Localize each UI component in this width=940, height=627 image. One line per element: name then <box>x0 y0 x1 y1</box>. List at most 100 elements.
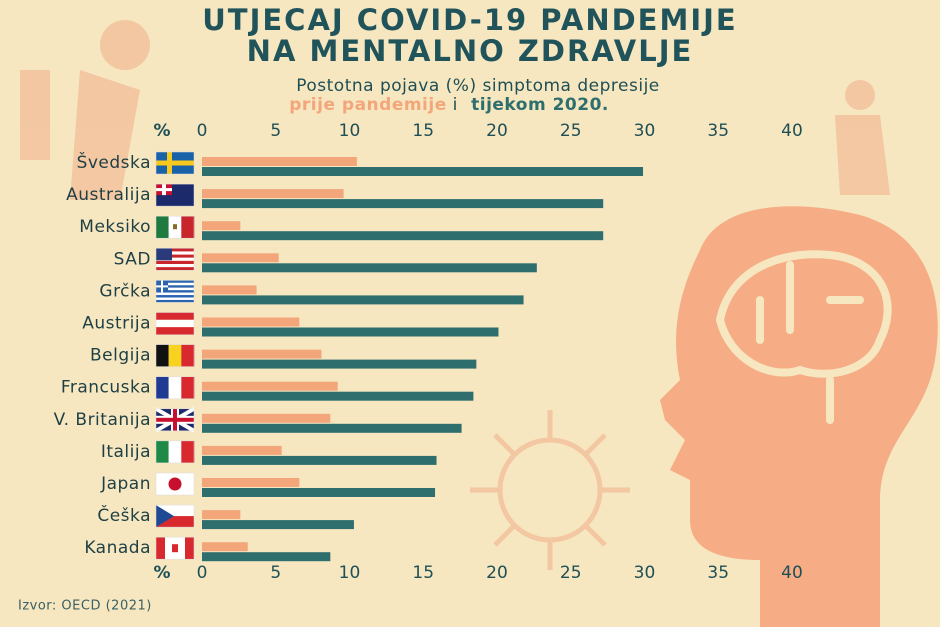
flag-part <box>156 216 169 239</box>
x-tick-label: 10 <box>339 563 361 583</box>
flag-part <box>156 280 194 283</box>
flag-part <box>156 257 194 261</box>
flag-part <box>156 505 174 528</box>
category-label: V. Britanija <box>54 410 151 430</box>
x-tick-label: 0 <box>197 563 208 583</box>
bar <box>202 189 344 199</box>
flag <box>155 248 195 271</box>
category-label: Švedska <box>77 151 151 173</box>
bar <box>202 381 338 391</box>
category-label: Japan <box>100 474 151 494</box>
bar <box>202 349 322 359</box>
flag-border <box>155 376 195 399</box>
flag-part <box>156 188 172 192</box>
bar <box>202 295 524 305</box>
flag-part <box>156 254 194 258</box>
flag-border <box>155 504 195 528</box>
flag <box>155 151 195 175</box>
flag-border <box>155 183 195 207</box>
person-decoration <box>20 20 890 200</box>
x-tick-label: 30 <box>634 121 656 141</box>
flag-part <box>156 264 194 268</box>
chart-title: NA MENTALNO ZDRAVLJE <box>247 34 694 68</box>
category-label: Francuska <box>61 378 151 398</box>
flag-part <box>156 285 194 288</box>
flag-part <box>181 376 195 399</box>
flag <box>155 344 195 367</box>
flag <box>155 280 195 303</box>
flag-part <box>156 327 194 335</box>
bar <box>202 285 257 295</box>
flag <box>155 504 195 528</box>
flag-part <box>181 440 195 463</box>
flag-border <box>155 312 195 335</box>
flag-part <box>156 285 168 288</box>
flag-part <box>156 295 194 298</box>
flag-part <box>156 537 165 560</box>
flag-border <box>155 408 195 432</box>
flag-part <box>156 248 194 252</box>
flag-part <box>156 297 194 300</box>
bar <box>202 391 474 401</box>
x-tick-label: 40 <box>781 121 803 141</box>
flag-part <box>156 505 194 517</box>
bar <box>202 327 499 337</box>
flag-part <box>156 290 194 293</box>
flag-part <box>156 267 194 271</box>
flag-part <box>168 440 182 463</box>
flag-border <box>155 440 195 464</box>
flag-part <box>156 292 194 296</box>
flag-border <box>155 536 195 560</box>
x-tick-label: 25 <box>560 563 582 583</box>
virus-decoration <box>470 410 630 570</box>
bar <box>202 542 248 552</box>
axis-label: % <box>153 121 170 141</box>
flag-border <box>155 248 195 271</box>
flag-part <box>156 516 194 528</box>
flag-part <box>156 440 169 463</box>
flag-border <box>155 151 195 175</box>
flag-part <box>156 312 194 320</box>
bar <box>202 455 437 465</box>
x-tick-label: 35 <box>707 121 729 141</box>
bar <box>202 359 477 369</box>
flag-border <box>155 215 195 239</box>
category-label: Grčka <box>99 281 151 301</box>
bar <box>202 413 331 423</box>
bar <box>202 221 241 231</box>
flag-part <box>173 224 177 230</box>
legend-entry: tijekom 2020. <box>471 95 609 115</box>
category-label: SAD <box>114 249 151 269</box>
category-label: Italija <box>101 442 151 462</box>
flag <box>154 407 196 433</box>
axis-label: % <box>153 563 170 583</box>
bar <box>202 167 644 176</box>
x-tick-label: 35 <box>707 563 729 583</box>
flag-part <box>156 160 194 166</box>
head-decoration <box>660 206 938 627</box>
category-label: Češka <box>97 504 151 526</box>
bar <box>202 478 300 487</box>
flag-part <box>168 344 182 367</box>
flag-part <box>156 299 194 303</box>
x-tick-label: 40 <box>781 563 803 583</box>
x-tick-label: 0 <box>197 121 208 141</box>
flag-part <box>156 251 194 255</box>
bar <box>202 445 282 455</box>
subtitle: Postotna pojava (%) simptoma depresije <box>296 76 660 96</box>
x-tick-label: 5 <box>270 563 281 583</box>
flag <box>155 312 195 335</box>
category-label: Belgija <box>90 346 151 366</box>
bar <box>202 263 537 273</box>
flag-part <box>156 287 194 291</box>
flag-part <box>172 544 178 553</box>
x-tick-label: 20 <box>486 563 508 583</box>
chart-title: UTJECAJ COVID-19 PANDEMIJE <box>202 3 737 37</box>
flag-part <box>156 260 194 265</box>
bar <box>202 510 241 520</box>
bar <box>202 520 354 530</box>
bar <box>202 423 462 433</box>
flag-border <box>155 280 195 303</box>
flag-part <box>185 537 194 560</box>
